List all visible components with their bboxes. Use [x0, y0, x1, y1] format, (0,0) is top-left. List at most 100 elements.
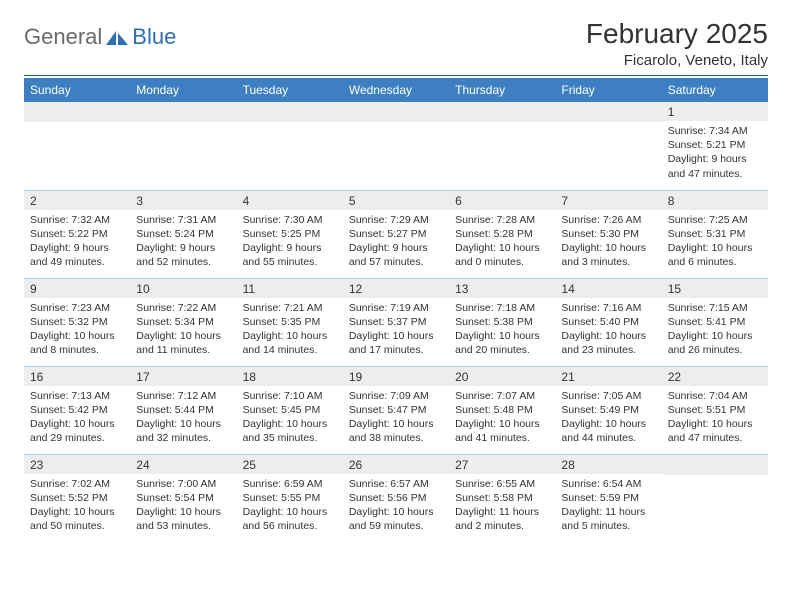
calendar-cell: 8Sunrise: 7:25 AMSunset: 5:31 PMDaylight…	[662, 190, 768, 278]
calendar-body: 1Sunrise: 7:34 AMSunset: 5:21 PMDaylight…	[24, 102, 768, 542]
daylight-line: Daylight: 10 hours and 38 minutes.	[349, 417, 443, 445]
day-number	[343, 102, 449, 122]
daylight-line: Daylight: 10 hours and 6 minutes.	[668, 241, 762, 269]
day-details: Sunrise: 7:13 AMSunset: 5:42 PMDaylight:…	[24, 386, 130, 450]
day-details: Sunrise: 7:28 AMSunset: 5:28 PMDaylight:…	[449, 210, 555, 274]
day-details: Sunrise: 7:32 AMSunset: 5:22 PMDaylight:…	[24, 210, 130, 274]
day-number	[24, 102, 130, 122]
day-number: 21	[555, 367, 661, 386]
daylight-line: Daylight: 10 hours and 35 minutes.	[243, 417, 337, 445]
sunrise-line: Sunrise: 7:07 AM	[455, 389, 549, 403]
sunrise-line: Sunrise: 7:22 AM	[136, 301, 230, 315]
sunrise-line: Sunrise: 6:57 AM	[349, 477, 443, 491]
daylight-line: Daylight: 9 hours and 55 minutes.	[243, 241, 337, 269]
day-number	[555, 102, 661, 122]
day-number	[130, 102, 236, 122]
sunset-line: Sunset: 5:25 PM	[243, 227, 337, 241]
calendar-week-row: 23Sunrise: 7:02 AMSunset: 5:52 PMDayligh…	[24, 454, 768, 542]
sunset-line: Sunset: 5:45 PM	[243, 403, 337, 417]
header-divider	[24, 75, 768, 76]
daylight-line: Daylight: 10 hours and 50 minutes.	[30, 505, 124, 533]
sunset-line: Sunset: 5:59 PM	[561, 491, 655, 505]
calendar-cell: 6Sunrise: 7:28 AMSunset: 5:28 PMDaylight…	[449, 190, 555, 278]
day-number: 8	[662, 191, 768, 210]
weekday-header: Sunday	[24, 78, 130, 102]
day-number: 24	[130, 455, 236, 474]
sunset-line: Sunset: 5:21 PM	[668, 138, 762, 152]
calendar-cell: 1Sunrise: 7:34 AMSunset: 5:21 PMDaylight…	[662, 102, 768, 190]
sunrise-line: Sunrise: 7:30 AM	[243, 213, 337, 227]
daylight-line: Daylight: 9 hours and 52 minutes.	[136, 241, 230, 269]
calendar-cell: 5Sunrise: 7:29 AMSunset: 5:27 PMDaylight…	[343, 190, 449, 278]
sunrise-line: Sunrise: 7:10 AM	[243, 389, 337, 403]
day-details: Sunrise: 7:30 AMSunset: 5:25 PMDaylight:…	[237, 210, 343, 274]
day-number: 23	[24, 455, 130, 474]
weekday-header: Wednesday	[343, 78, 449, 102]
day-number: 14	[555, 279, 661, 298]
calendar-cell: 20Sunrise: 7:07 AMSunset: 5:48 PMDayligh…	[449, 366, 555, 454]
calendar-header-row: SundayMondayTuesdayWednesdayThursdayFrid…	[24, 78, 768, 102]
calendar-cell: 18Sunrise: 7:10 AMSunset: 5:45 PMDayligh…	[237, 366, 343, 454]
daylight-line: Daylight: 11 hours and 5 minutes.	[561, 505, 655, 533]
calendar-cell: 27Sunrise: 6:55 AMSunset: 5:58 PMDayligh…	[449, 454, 555, 542]
calendar-cell: 9Sunrise: 7:23 AMSunset: 5:32 PMDaylight…	[24, 278, 130, 366]
daylight-line: Daylight: 10 hours and 20 minutes.	[455, 329, 549, 357]
sunrise-line: Sunrise: 7:29 AM	[349, 213, 443, 227]
calendar-cell	[662, 454, 768, 542]
daylight-line: Daylight: 10 hours and 59 minutes.	[349, 505, 443, 533]
calendar-cell: 4Sunrise: 7:30 AMSunset: 5:25 PMDaylight…	[237, 190, 343, 278]
daylight-line: Daylight: 10 hours and 3 minutes.	[561, 241, 655, 269]
calendar-cell	[343, 102, 449, 190]
calendar-cell	[24, 102, 130, 190]
daylight-line: Daylight: 10 hours and 17 minutes.	[349, 329, 443, 357]
day-details: Sunrise: 6:54 AMSunset: 5:59 PMDaylight:…	[555, 474, 661, 538]
sunset-line: Sunset: 5:37 PM	[349, 315, 443, 329]
calendar-cell: 17Sunrise: 7:12 AMSunset: 5:44 PMDayligh…	[130, 366, 236, 454]
sunrise-line: Sunrise: 7:16 AM	[561, 301, 655, 315]
day-details: Sunrise: 7:00 AMSunset: 5:54 PMDaylight:…	[130, 474, 236, 538]
day-details: Sunrise: 7:26 AMSunset: 5:30 PMDaylight:…	[555, 210, 661, 274]
sunrise-line: Sunrise: 7:02 AM	[30, 477, 124, 491]
sunset-line: Sunset: 5:56 PM	[349, 491, 443, 505]
title-block: February 2025 Ficarolo, Veneto, Italy	[586, 18, 768, 69]
sunset-line: Sunset: 5:55 PM	[243, 491, 337, 505]
daylight-line: Daylight: 10 hours and 29 minutes.	[30, 417, 124, 445]
daylight-line: Daylight: 10 hours and 32 minutes.	[136, 417, 230, 445]
day-number	[237, 102, 343, 122]
day-number: 15	[662, 279, 768, 298]
calendar-cell: 10Sunrise: 7:22 AMSunset: 5:34 PMDayligh…	[130, 278, 236, 366]
sunrise-line: Sunrise: 7:31 AM	[136, 213, 230, 227]
day-number: 19	[343, 367, 449, 386]
sunset-line: Sunset: 5:35 PM	[243, 315, 337, 329]
day-details: Sunrise: 7:10 AMSunset: 5:45 PMDaylight:…	[237, 386, 343, 450]
daylight-line: Daylight: 10 hours and 41 minutes.	[455, 417, 549, 445]
calendar-cell: 25Sunrise: 6:59 AMSunset: 5:55 PMDayligh…	[237, 454, 343, 542]
daylight-line: Daylight: 10 hours and 47 minutes.	[668, 417, 762, 445]
day-number: 4	[237, 191, 343, 210]
day-details: Sunrise: 7:23 AMSunset: 5:32 PMDaylight:…	[24, 298, 130, 362]
sunset-line: Sunset: 5:38 PM	[455, 315, 549, 329]
day-number: 3	[130, 191, 236, 210]
weekday-header: Monday	[130, 78, 236, 102]
calendar-cell: 21Sunrise: 7:05 AMSunset: 5:49 PMDayligh…	[555, 366, 661, 454]
sunrise-line: Sunrise: 7:19 AM	[349, 301, 443, 315]
daylight-line: Daylight: 10 hours and 26 minutes.	[668, 329, 762, 357]
sunset-line: Sunset: 5:49 PM	[561, 403, 655, 417]
day-details: Sunrise: 7:34 AMSunset: 5:21 PMDaylight:…	[662, 121, 768, 185]
sunrise-line: Sunrise: 7:23 AM	[30, 301, 124, 315]
day-number: 7	[555, 191, 661, 210]
sunrise-line: Sunrise: 7:25 AM	[668, 213, 762, 227]
day-number: 10	[130, 279, 236, 298]
sunrise-line: Sunrise: 7:04 AM	[668, 389, 762, 403]
sunset-line: Sunset: 5:30 PM	[561, 227, 655, 241]
sunset-line: Sunset: 5:34 PM	[136, 315, 230, 329]
day-details: Sunrise: 7:21 AMSunset: 5:35 PMDaylight:…	[237, 298, 343, 362]
calendar-cell: 24Sunrise: 7:00 AMSunset: 5:54 PMDayligh…	[130, 454, 236, 542]
header: General Blue February 2025 Ficarolo, Ven…	[24, 18, 768, 69]
daylight-line: Daylight: 9 hours and 49 minutes.	[30, 241, 124, 269]
daylight-line: Daylight: 9 hours and 47 minutes.	[668, 152, 762, 180]
calendar-cell: 3Sunrise: 7:31 AMSunset: 5:24 PMDaylight…	[130, 190, 236, 278]
day-details: Sunrise: 7:19 AMSunset: 5:37 PMDaylight:…	[343, 298, 449, 362]
calendar-cell: 11Sunrise: 7:21 AMSunset: 5:35 PMDayligh…	[237, 278, 343, 366]
sail-icon	[106, 29, 128, 45]
